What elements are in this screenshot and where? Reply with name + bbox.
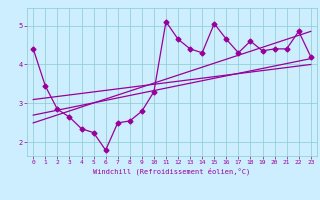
X-axis label: Windchill (Refroidissement éolien,°C): Windchill (Refroidissement éolien,°C) [93, 168, 251, 175]
